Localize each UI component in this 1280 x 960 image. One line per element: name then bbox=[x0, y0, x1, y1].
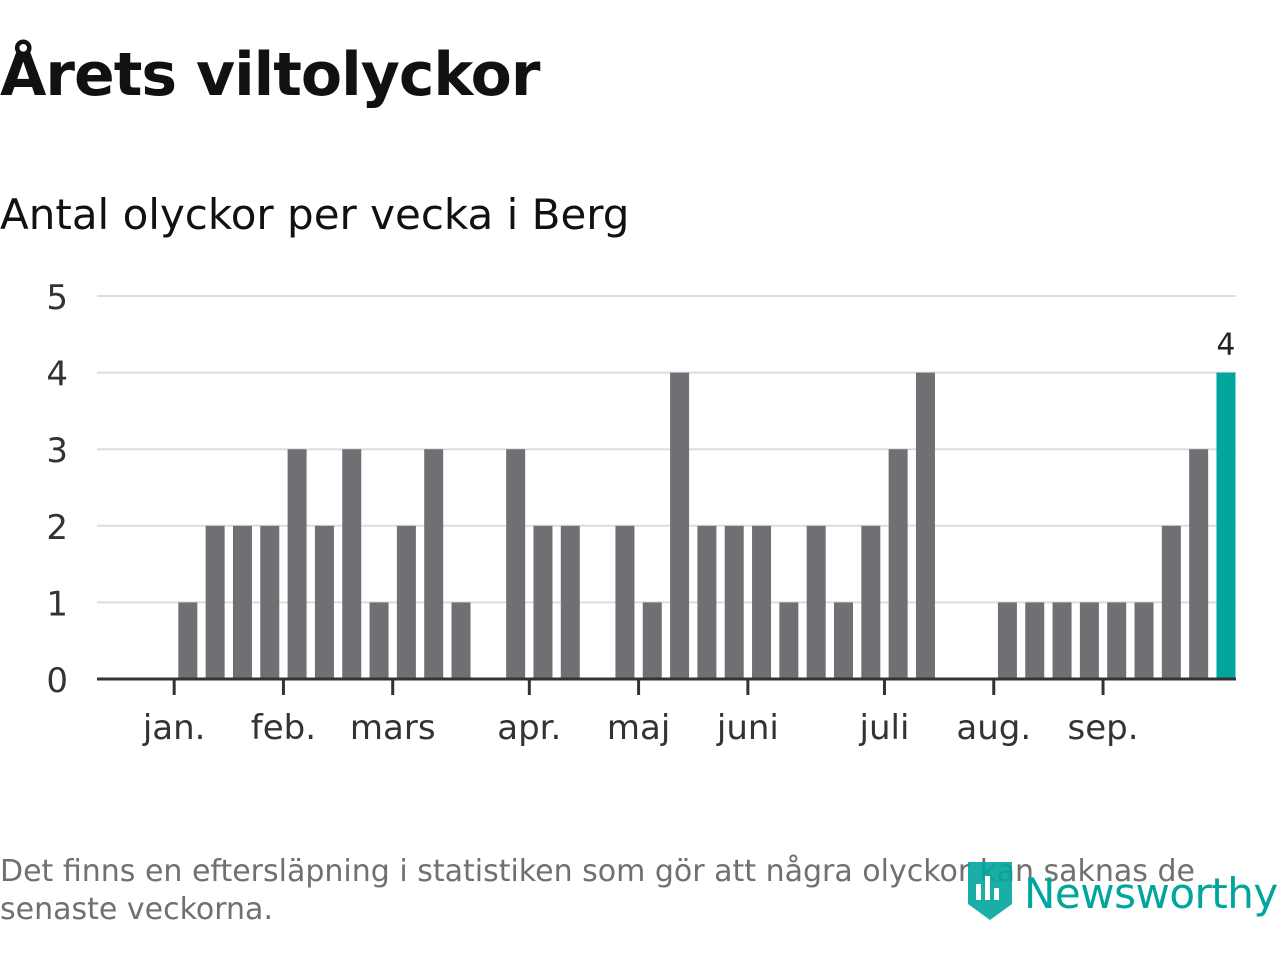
bar bbox=[232, 525, 252, 679]
bar bbox=[806, 525, 826, 679]
bar bbox=[424, 449, 444, 679]
bar bbox=[342, 449, 362, 679]
y-axis-labels: 0 1 2 3 4 5 bbox=[46, 278, 68, 701]
bar bbox=[997, 602, 1017, 679]
chart-title: Årets viltolyckor bbox=[0, 40, 540, 110]
bar bbox=[560, 525, 580, 679]
bar bbox=[1052, 602, 1072, 679]
bar bbox=[834, 602, 853, 679]
y-tick-label: 3 bbox=[46, 431, 68, 471]
x-tick-label: maj bbox=[607, 708, 670, 748]
bar bbox=[287, 449, 307, 679]
bar bbox=[1189, 449, 1209, 679]
bar bbox=[178, 602, 198, 679]
y-tick-label: 2 bbox=[46, 508, 68, 548]
annotations: 4 bbox=[1216, 328, 1235, 363]
bar bbox=[533, 525, 553, 679]
bars bbox=[178, 372, 1236, 679]
bar bbox=[724, 525, 744, 679]
x-tick-label: jan. bbox=[142, 708, 206, 748]
newsworthy-logo: Newsworthy bbox=[964, 858, 1278, 928]
bar bbox=[642, 602, 662, 679]
bar-highlight bbox=[1216, 372, 1236, 679]
bar bbox=[260, 525, 280, 679]
newsworthy-logo-text: Newsworthy bbox=[1024, 868, 1278, 918]
x-tick-label: juli bbox=[859, 708, 910, 748]
x-tick-label: feb. bbox=[251, 708, 316, 748]
x-axis: jan. feb. mars apr. maj juni juli aug. sep. bbox=[97, 677, 1236, 748]
x-tick-label: sep. bbox=[1068, 708, 1139, 748]
x-tick-label: apr. bbox=[497, 708, 561, 748]
bar bbox=[451, 602, 471, 679]
data-label-highlight: 4 bbox=[1216, 328, 1235, 363]
bar bbox=[915, 372, 935, 679]
x-tick-label: aug. bbox=[956, 708, 1031, 748]
bar bbox=[1134, 602, 1154, 679]
bar bbox=[1161, 525, 1181, 679]
bar bbox=[1079, 602, 1099, 679]
bar bbox=[369, 602, 389, 679]
bar bbox=[697, 525, 717, 679]
bar bbox=[205, 525, 225, 679]
bar bbox=[888, 449, 908, 679]
x-tick-label: mars bbox=[350, 708, 436, 748]
bar bbox=[779, 602, 799, 679]
y-tick-label: 5 bbox=[46, 278, 68, 318]
chart-subtitle: Antal olyckor per vecka i Berg bbox=[0, 190, 630, 239]
gridlines bbox=[97, 295, 1236, 604]
bar bbox=[615, 525, 635, 679]
footnote: Det finns en eftersläpning i statistiken… bbox=[0, 854, 1195, 927]
y-tick-label: 1 bbox=[46, 584, 68, 624]
x-tick-label: juni bbox=[716, 708, 779, 748]
y-tick-label: 0 bbox=[46, 661, 68, 701]
bar bbox=[314, 525, 334, 679]
y-tick-label: 4 bbox=[46, 355, 68, 395]
bar bbox=[670, 372, 690, 679]
bar bbox=[861, 525, 881, 679]
newsworthy-logo-icon bbox=[968, 862, 1012, 920]
bar bbox=[752, 525, 772, 679]
bar bbox=[506, 449, 526, 679]
bar bbox=[1025, 602, 1045, 679]
bar bbox=[1107, 602, 1127, 679]
bar-chart: 0 1 2 3 4 5 jan. feb. mars apr. maj juni juli aug. se… bbox=[46, 278, 1236, 748]
bar bbox=[396, 525, 416, 679]
